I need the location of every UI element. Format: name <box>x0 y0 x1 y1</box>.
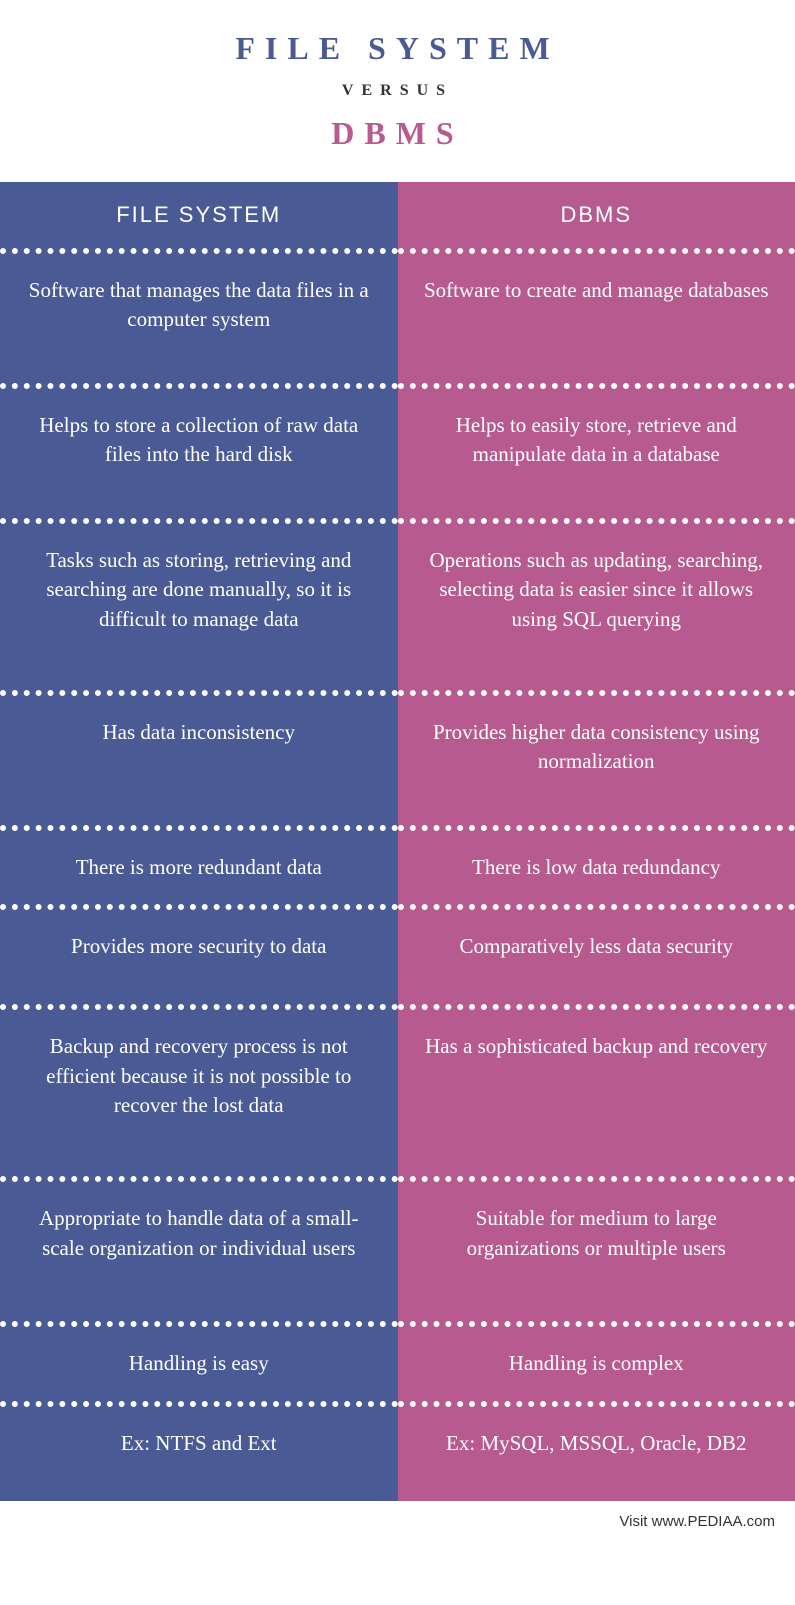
column-header-left: FILE SYSTEM <box>0 182 398 248</box>
cell-left: Provides more security to data <box>0 904 398 1004</box>
column-file-system: FILE SYSTEM Software that manages the da… <box>0 182 398 1501</box>
cell-right: Handling is complex <box>398 1321 795 1400</box>
cell-right: Comparatively less data security <box>398 904 795 1004</box>
cell-left: Software that manages the data files in … <box>0 248 398 383</box>
footer-text: Visit www.PEDIAA.com <box>619 1513 775 1530</box>
versus-label: VERSUS <box>20 82 775 100</box>
cell-right: Suitable for medium to large organizatio… <box>398 1176 795 1321</box>
cell-left: Backup and recovery process is not effic… <box>0 1004 398 1176</box>
cell-right: There is low data redundancy <box>398 825 795 904</box>
cell-left: Handling is easy <box>0 1321 398 1400</box>
title-file-system: FILE SYSTEM <box>20 30 775 67</box>
cell-left: Appropriate to handle data of a small-sc… <box>0 1176 398 1321</box>
cell-left: Helps to store a collection of raw data … <box>0 383 398 518</box>
cell-right: Provides higher data consistency using n… <box>398 690 795 825</box>
cell-left: Has data inconsistency <box>0 690 398 825</box>
cell-left: Ex: NTFS and Ext <box>0 1401 398 1501</box>
column-header-right: DBMS <box>398 182 795 248</box>
cell-right: Has a sophisticated backup and recovery <box>398 1004 795 1176</box>
comparison-table: FILE SYSTEM Software that manages the da… <box>0 182 795 1501</box>
title-dbms: DBMS <box>20 115 775 152</box>
cell-right: Helps to easily store, retrieve and mani… <box>398 383 795 518</box>
cell-right: Ex: MySQL, MSSQL, Oracle, DB2 <box>398 1401 795 1501</box>
header: FILE SYSTEM VERSUS DBMS <box>0 0 795 182</box>
column-dbms: DBMS Software to create and manage datab… <box>398 182 795 1501</box>
footer: Visit www.PEDIAA.com <box>0 1501 795 1542</box>
cell-left: There is more redundant data <box>0 825 398 904</box>
cell-left: Tasks such as storing, retrieving and se… <box>0 518 398 690</box>
cell-right: Software to create and manage databases <box>398 248 795 383</box>
cell-right: Operations such as updating, searching, … <box>398 518 795 690</box>
